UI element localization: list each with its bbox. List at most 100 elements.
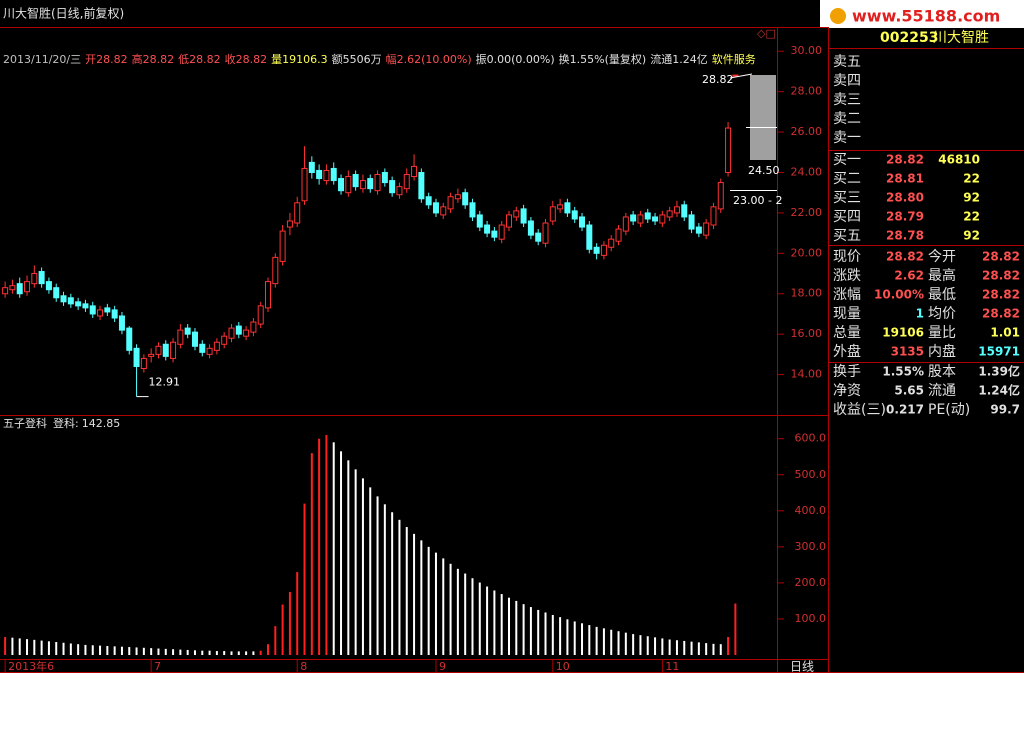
y-tick-label: 14.00 [791,368,823,381]
x-tick-label: 8 [300,660,307,673]
candle-body [579,216,586,228]
candle-body [637,214,644,224]
info-segment: 流通1.24亿 [650,52,708,66]
candle-body [432,202,439,214]
candle-body [338,178,345,192]
bar [55,642,58,655]
bar [99,645,102,655]
period-label: 日线 [790,660,814,674]
bar [427,546,430,655]
bar [318,438,321,655]
candle-body [367,178,374,190]
bar [179,649,182,655]
candle-body [213,341,220,351]
bar [544,612,547,655]
buy-price: 28.78 [886,229,924,243]
bar [128,647,131,655]
bar [639,635,642,655]
candle-body [462,192,469,206]
bar [529,607,532,655]
buy-price: 28.81 [886,172,924,186]
bar [193,650,196,655]
low-label: 12.91 [149,376,181,389]
bar [486,586,489,655]
y-tick-label: 500.0 [795,468,827,481]
bar [646,636,649,655]
bar [493,590,496,655]
candle-body [308,161,315,173]
bar [456,568,459,655]
stat-value: 28.82 [982,307,1020,321]
stat-label: 净资 [833,383,861,399]
background [0,0,1024,673]
sell-label: 卖二 [833,111,861,127]
sell-label: 卖四 [833,73,861,89]
indicator-label: 登科: [53,416,79,430]
candle-body [243,329,250,337]
info-segment: 量19106.3 [271,53,328,66]
candle-body [104,307,111,313]
info-bar: 2013/11/20/三 开28.82 高28.82 低28.82 收28.82 量191… [3,52,756,66]
candle-body [279,230,286,262]
last-label: 28.82 [702,73,734,86]
bar [551,614,554,655]
bar [281,604,284,655]
stat-label: 收益(三) [833,402,886,418]
buy-volume: 46810 [938,153,980,167]
candle-body [418,171,425,200]
stat-label: 最低 [928,287,956,303]
candle-body [330,167,337,182]
candle-body [9,285,16,291]
bar [705,643,708,655]
candle-body [265,281,272,309]
buy-volume: 92 [963,229,980,243]
candle-body [666,210,673,218]
bar [500,594,503,655]
bar [113,646,116,655]
bar [712,643,715,655]
candle-body [60,295,67,303]
bar [245,651,248,655]
bar [734,603,737,655]
candle-body [16,283,23,295]
candle-body [170,341,177,359]
stat-value: 1.55% [882,365,924,379]
buy-price: 28.79 [886,210,924,224]
bar [727,636,730,655]
candle-body [257,305,264,325]
y-tick-label: 20.00 [791,246,823,259]
candle-body [608,238,615,248]
candle-body [184,327,191,335]
info-segment: 振0.00(0.00%) [476,52,555,66]
y-tick-label: 200.0 [795,576,827,589]
stat-label: 总量 [833,325,861,341]
bar [624,632,627,655]
bar [478,582,481,655]
bar [62,642,65,655]
y-tick-label: 22.00 [791,206,823,219]
candle-body [469,202,476,218]
bar [11,637,14,655]
bar [106,645,109,655]
bar [471,578,474,655]
candle-body [732,74,739,77]
candle-body [199,343,206,353]
bar [340,451,343,655]
candle-body [118,315,125,331]
bar [675,640,678,655]
stock-code: 002253 [880,30,938,46]
bar [201,650,204,655]
candle-body [652,216,659,222]
bar [361,478,364,655]
candle-body [425,196,432,206]
candle-body [644,212,651,220]
y-tick-label: 600.0 [795,432,827,445]
candle-body [2,287,9,295]
candle-body [53,287,60,299]
candle-body [476,214,483,228]
stat-label: 现价 [833,249,861,265]
stat-value: 1.39亿 [978,364,1020,379]
annotation: 24.50 [748,164,780,177]
stat-label: PE(动) [928,402,970,418]
candle-body [484,224,491,234]
